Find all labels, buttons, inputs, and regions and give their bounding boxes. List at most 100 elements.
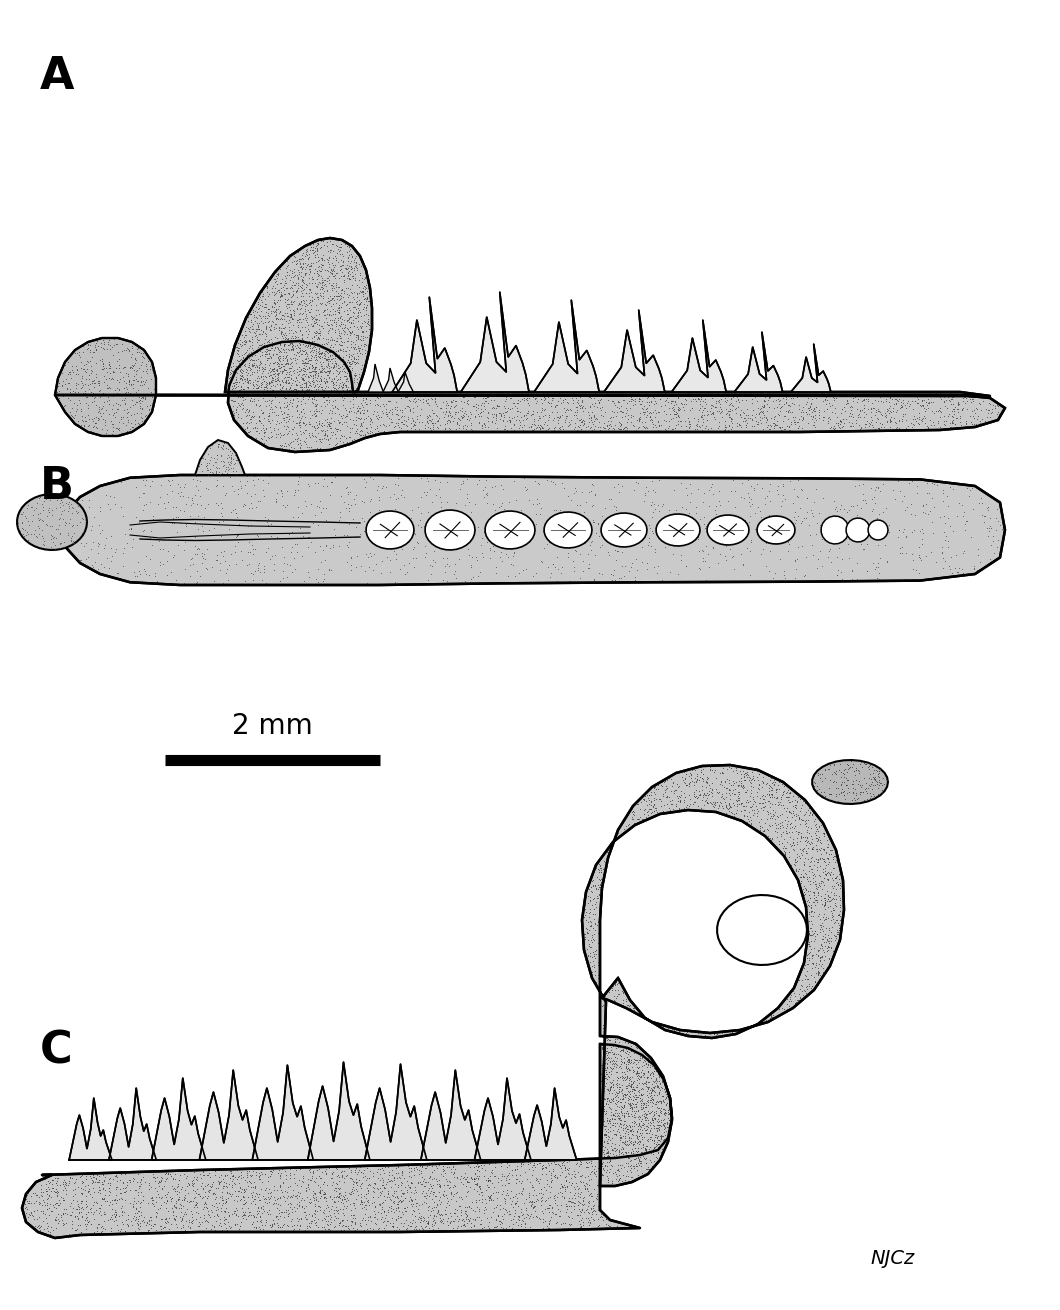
Point	[416, 1208, 432, 1229]
Point	[480, 1171, 497, 1192]
Point	[311, 371, 328, 392]
Point	[298, 241, 315, 262]
Point	[307, 341, 324, 362]
Point	[354, 343, 371, 364]
Point	[623, 1073, 640, 1094]
Point	[121, 356, 138, 377]
Point	[213, 503, 230, 524]
Point	[637, 1095, 654, 1116]
Point	[280, 1205, 297, 1226]
Point	[292, 360, 308, 381]
Point	[664, 789, 681, 810]
Point	[678, 795, 695, 816]
Point	[777, 389, 794, 410]
Point	[884, 384, 901, 405]
Point	[965, 415, 982, 436]
Point	[340, 427, 357, 448]
Point	[795, 884, 812, 905]
Point	[852, 406, 869, 427]
Point	[509, 406, 526, 427]
Point	[618, 1116, 635, 1137]
Point	[701, 756, 718, 777]
Point	[488, 1209, 505, 1230]
Point	[583, 481, 600, 502]
Point	[797, 385, 814, 406]
Point	[332, 360, 349, 381]
Point	[288, 401, 305, 422]
Point	[864, 787, 881, 808]
Point	[611, 1057, 628, 1078]
Point	[607, 405, 624, 426]
Point	[441, 411, 458, 432]
Point	[339, 317, 356, 338]
Point	[350, 293, 367, 314]
Point	[942, 417, 959, 438]
Point	[642, 1127, 659, 1148]
Point	[593, 862, 610, 883]
Point	[240, 1197, 257, 1218]
Point	[286, 1196, 303, 1217]
Point	[805, 979, 822, 1000]
Point	[281, 377, 298, 398]
Point	[326, 1205, 343, 1226]
Point	[465, 1167, 482, 1188]
Point	[301, 283, 318, 304]
Point	[240, 372, 257, 393]
Point	[787, 863, 803, 884]
Point	[349, 351, 366, 372]
Point	[117, 1221, 134, 1242]
Point	[605, 477, 622, 498]
Point	[545, 510, 562, 531]
Point	[337, 371, 354, 392]
Point	[622, 1052, 639, 1073]
Point	[601, 1151, 618, 1172]
Point	[279, 303, 296, 324]
Point	[598, 1027, 615, 1048]
Point	[806, 903, 823, 924]
Point	[617, 419, 634, 440]
Point	[146, 372, 163, 393]
Point	[130, 1210, 147, 1231]
Point	[31, 487, 48, 508]
Point	[529, 414, 546, 435]
Point	[396, 381, 413, 402]
Point	[322, 379, 339, 400]
Point	[879, 550, 896, 571]
Point	[771, 393, 788, 414]
Point	[596, 1057, 613, 1078]
Point	[674, 766, 691, 787]
Point	[754, 786, 771, 807]
Point	[93, 1221, 110, 1242]
Point	[612, 1128, 629, 1149]
Point	[601, 1111, 618, 1132]
Point	[294, 379, 311, 400]
Point	[484, 476, 501, 496]
Point	[255, 334, 272, 355]
Point	[610, 968, 626, 989]
Point	[582, 899, 599, 920]
Point	[828, 909, 845, 930]
Point	[308, 1221, 325, 1242]
Point	[249, 1203, 266, 1224]
Point	[815, 896, 832, 917]
Point	[469, 473, 485, 494]
Point	[961, 389, 978, 410]
Point	[707, 392, 724, 413]
Point	[723, 546, 740, 567]
Point	[964, 413, 981, 434]
Point	[300, 358, 317, 379]
Point	[394, 1216, 411, 1237]
Point	[802, 895, 819, 916]
Point	[278, 352, 295, 373]
Point	[650, 778, 667, 799]
Point	[324, 400, 341, 421]
Point	[919, 397, 936, 418]
Point	[389, 400, 406, 421]
Point	[324, 304, 341, 325]
Point	[324, 299, 341, 320]
Point	[462, 413, 479, 434]
Point	[713, 389, 730, 410]
Point	[333, 405, 350, 426]
Point	[333, 287, 350, 308]
Point	[824, 394, 841, 415]
